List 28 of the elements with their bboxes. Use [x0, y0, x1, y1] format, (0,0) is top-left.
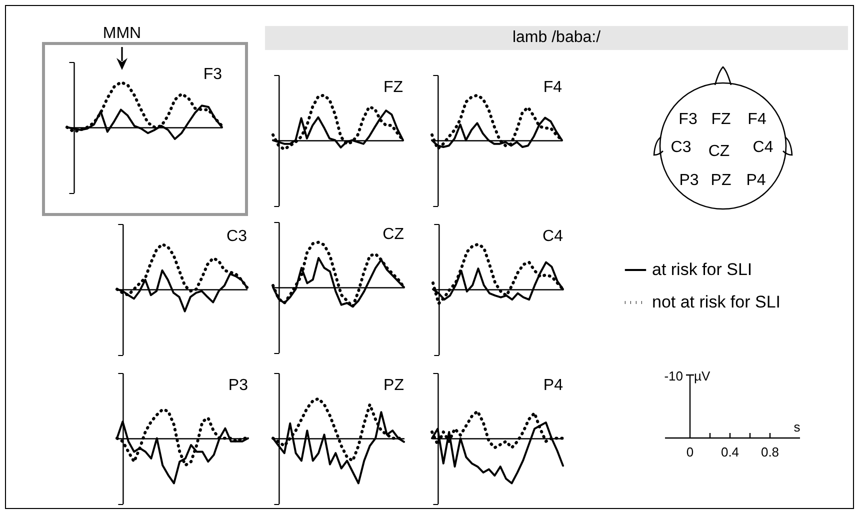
- text: P3: [679, 172, 699, 190]
- chart-title: CZ: [382, 226, 404, 243]
- legend-label: not at risk for SLI: [652, 292, 780, 312]
- chart-title: F3: [203, 66, 222, 83]
- text: C4: [752, 139, 774, 157]
- text: CZ: [708, 143, 730, 161]
- chart-title: PZ: [384, 376, 404, 394]
- text: s: [794, 420, 800, 434]
- text: MMN: [102, 24, 142, 42]
- chart-title: P3: [228, 376, 248, 394]
- text: 0: [686, 444, 694, 460]
- legend-label: at risk for SLI: [652, 260, 752, 279]
- text: PZ: [710, 172, 732, 190]
- text: -10: [664, 368, 683, 384]
- text: P4: [746, 172, 766, 190]
- chart-title: F4: [543, 78, 562, 96]
- text: C3: [670, 139, 692, 157]
- text: 0.4: [720, 444, 740, 460]
- text: F4: [748, 111, 766, 129]
- chart-title: FZ: [383, 78, 404, 96]
- chart-title: P4: [543, 376, 564, 394]
- chart-title: C4: [542, 228, 564, 245]
- text: 0.8: [760, 444, 780, 460]
- text: lamb /baba:/: [512, 29, 601, 47]
- text: F3: [678, 111, 698, 129]
- text: µV: [694, 368, 710, 384]
- chart-title: C3: [226, 228, 248, 245]
- text: FZ: [711, 111, 731, 129]
